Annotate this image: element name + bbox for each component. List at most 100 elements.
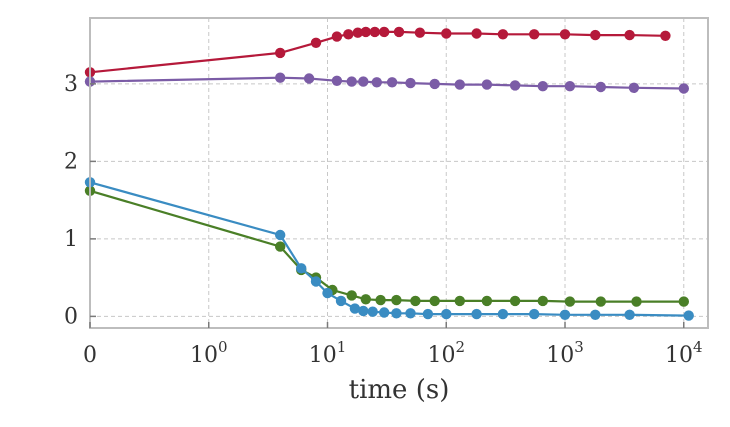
data-point [322, 287, 333, 299]
data-point [275, 47, 286, 59]
data-point [497, 308, 509, 320]
data-point [481, 295, 493, 307]
data-point [441, 308, 452, 320]
data-point [405, 308, 416, 319]
data-point [310, 37, 322, 48]
data-point [590, 29, 601, 41]
data-point [343, 29, 354, 40]
series-layer [84, 26, 694, 321]
x-tick-label: 102 [427, 338, 465, 368]
x-tick-base: 10 [546, 343, 574, 368]
data-point [331, 31, 343, 42]
data-point [422, 308, 434, 320]
data-point [360, 26, 371, 38]
data-point [537, 81, 548, 92]
x-axis-title: time (s) [349, 375, 450, 405]
data-point [352, 27, 363, 38]
data-point [454, 295, 465, 307]
data-point [275, 241, 286, 252]
x-tick-label: 101 [309, 338, 347, 368]
data-point [631, 296, 642, 307]
data-point [331, 75, 343, 87]
data-point [595, 81, 606, 93]
data-point [358, 305, 369, 317]
data-point [624, 29, 635, 41]
x-tick-base: 10 [427, 343, 455, 368]
data-point [369, 26, 380, 38]
x-tick-label: 103 [546, 338, 584, 368]
data-point [275, 72, 286, 83]
data-point [529, 308, 540, 320]
data-point [391, 308, 402, 319]
data-point [678, 296, 689, 307]
data-point [624, 309, 635, 320]
data-point [405, 77, 416, 89]
data-point [683, 310, 694, 321]
data-point [371, 77, 382, 88]
data-point [441, 28, 452, 39]
data-point [360, 294, 371, 305]
data-point [628, 82, 640, 94]
data-point [564, 296, 576, 307]
y-tick-label: 2 [64, 149, 78, 174]
data-point [346, 290, 357, 301]
x-tick-label: 0 [83, 343, 97, 368]
data-point [471, 308, 482, 320]
data-point [296, 263, 307, 274]
plot-frame [89, 17, 709, 329]
x-tick-exponent: 4 [693, 338, 703, 356]
data-point [346, 76, 357, 87]
data-point [393, 26, 405, 38]
x-tick-label: 100 [190, 338, 228, 368]
data-point [559, 29, 571, 40]
data-point [410, 295, 421, 307]
series-4 [84, 177, 694, 321]
x-tick-base: 10 [665, 343, 693, 368]
grid [89, 18, 708, 328]
series-line [89, 30, 666, 74]
data-point [429, 295, 440, 307]
x-tick-base: 10 [190, 343, 218, 368]
data-point [559, 309, 571, 320]
data-point [509, 295, 521, 307]
data-point [375, 294, 386, 306]
data-point [379, 307, 390, 318]
data-point [497, 29, 509, 40]
y-tick-label: 1 [64, 227, 78, 252]
data-point [379, 26, 390, 38]
data-point [454, 79, 465, 90]
data-point [335, 295, 347, 307]
data-point [537, 295, 548, 307]
x-tick-exponent: 2 [455, 338, 465, 356]
series-2 [84, 72, 689, 94]
data-point [590, 309, 601, 320]
x-tick-exponent: 0 [218, 338, 228, 356]
y-tick-label: 0 [64, 304, 78, 329]
y-tick-label: 3 [64, 72, 78, 97]
x-tick-exponent: 3 [574, 338, 584, 356]
data-point [358, 76, 369, 87]
x-tick-label: 104 [665, 338, 703, 368]
data-point [660, 30, 671, 41]
data-point [595, 296, 606, 307]
data-point [386, 77, 398, 88]
data-point [349, 303, 361, 314]
series-1 [84, 26, 671, 78]
data-point [564, 81, 576, 92]
series-line [89, 181, 689, 317]
data-point [275, 229, 286, 241]
data-point [678, 83, 689, 94]
data-point [391, 294, 402, 306]
data-point [509, 80, 521, 91]
x-tick-exponent: 1 [337, 338, 347, 356]
data-point [367, 306, 378, 317]
series-line [89, 76, 684, 90]
data-point [529, 29, 540, 40]
data-point [303, 73, 315, 84]
x-tick-base: 0 [83, 343, 97, 368]
data-point [310, 276, 322, 287]
x-tick-base: 10 [309, 343, 337, 368]
data-point [481, 79, 493, 90]
